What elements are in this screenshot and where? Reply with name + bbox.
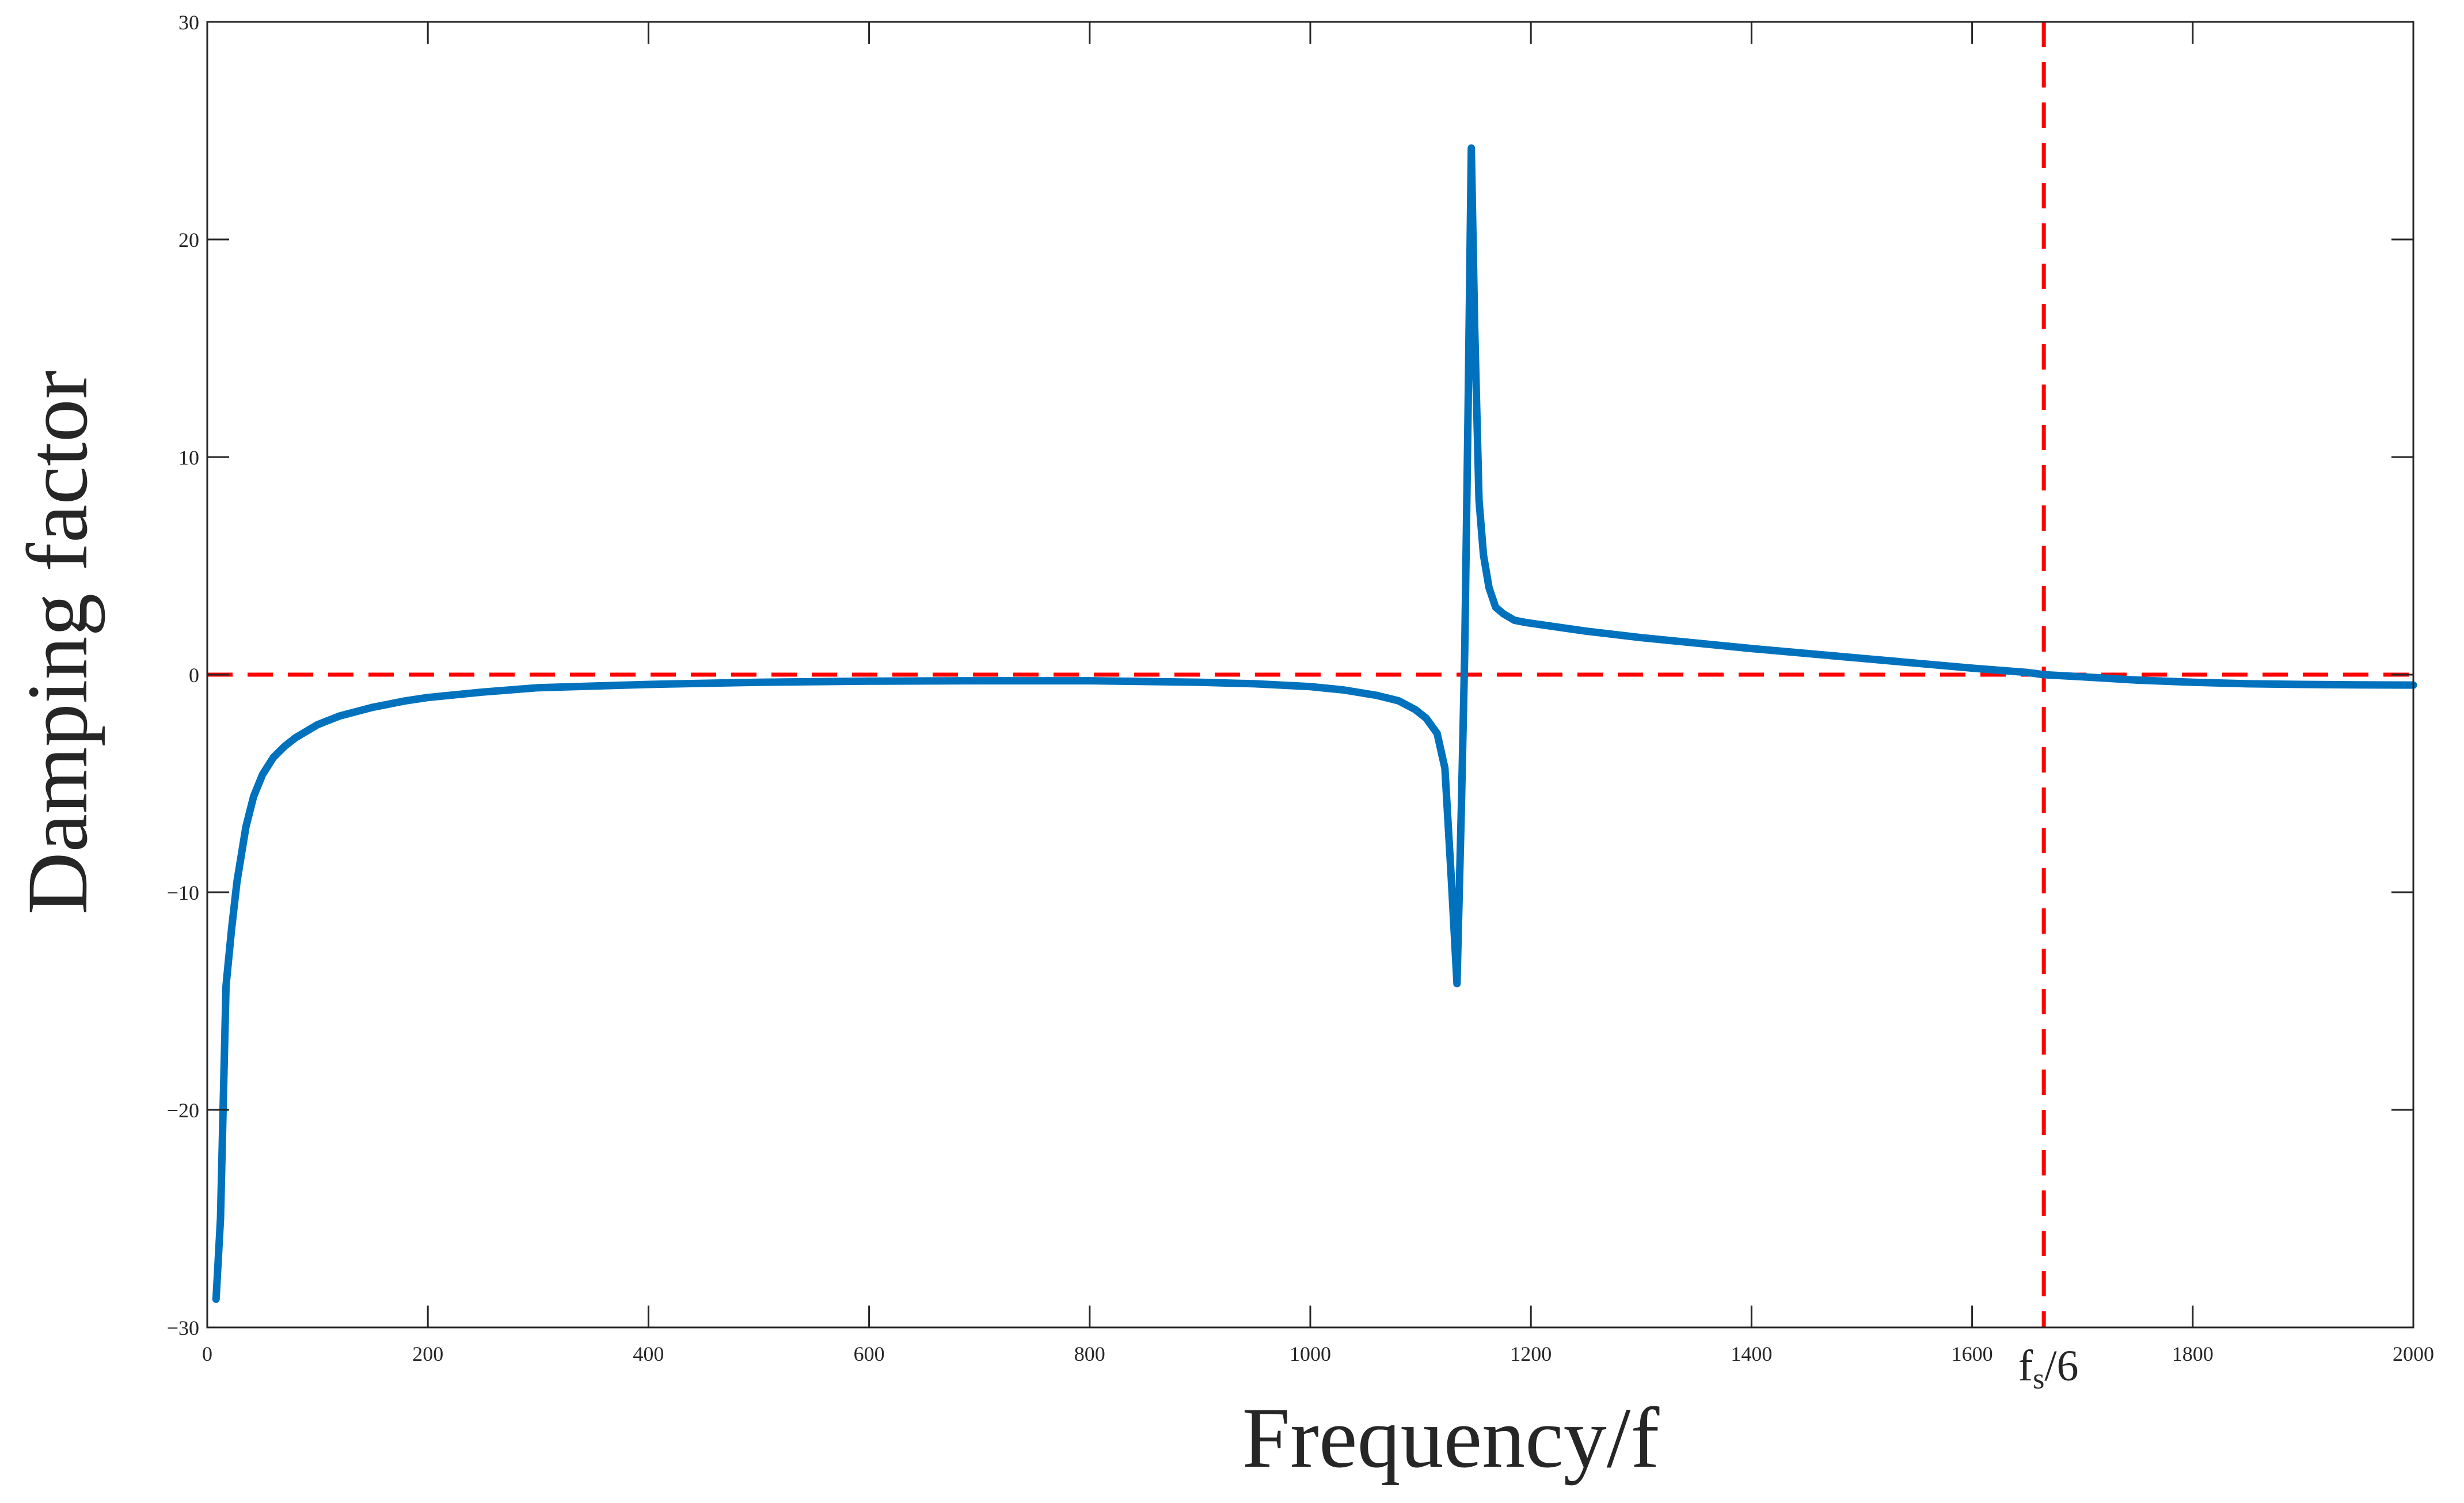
y-tick-label: 10: [178, 446, 199, 469]
annotation-subscript: s: [2033, 1363, 2044, 1395]
y-tick-label: 30: [178, 11, 199, 34]
annotation-rest: /6: [2044, 1342, 2078, 1390]
x-tick-label: 800: [1074, 1342, 1105, 1365]
y-axis-label: Damping factor: [10, 370, 105, 914]
x-tick-label: 0: [202, 1342, 212, 1365]
x-tick-label: 1600: [1952, 1342, 1993, 1365]
y-tick-label: −20: [167, 1099, 199, 1122]
annotation-base: f: [2018, 1342, 2033, 1390]
x-axis-label: Frequency/f: [1242, 1390, 1660, 1486]
y-tick-label: −30: [167, 1316, 199, 1340]
x-tick-label: 1400: [1731, 1342, 1772, 1365]
damping-factor-series-line: [212, 144, 2417, 1303]
x-tick-label: 400: [633, 1342, 664, 1365]
x-tick-label: 1200: [1510, 1342, 1552, 1365]
fs-over-6-annotation: fs/6: [2018, 1342, 2079, 1395]
y-tick-label: 20: [178, 229, 199, 252]
y-tick-label: −10: [167, 881, 199, 904]
x-ticks: 0 200 400 600 800 1000 1200 1400 1600 1800 2000: [202, 22, 2434, 1365]
y-ticks: −30 −20 −10 0 10 20 30: [167, 11, 2413, 1340]
series-layer: [212, 144, 2417, 1303]
y-tick-label: 0: [189, 664, 199, 687]
x-tick-label: 600: [854, 1342, 885, 1365]
x-tick-label: 1800: [2172, 1342, 2214, 1365]
x-tick-label: 200: [412, 1342, 443, 1365]
x-tick-label: 2000: [2393, 1342, 2434, 1365]
x-tick-label: 1000: [1290, 1342, 1331, 1365]
